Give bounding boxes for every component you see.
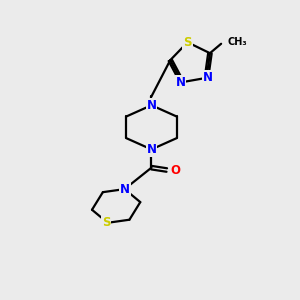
Text: N: N	[146, 143, 157, 156]
Text: CH₃: CH₃	[228, 37, 247, 47]
Text: N: N	[176, 76, 185, 89]
Text: N: N	[146, 99, 157, 112]
Text: S: S	[183, 36, 192, 49]
Text: N: N	[120, 183, 130, 196]
Text: S: S	[102, 216, 110, 229]
Text: O: O	[170, 164, 180, 176]
Text: N: N	[203, 71, 213, 84]
